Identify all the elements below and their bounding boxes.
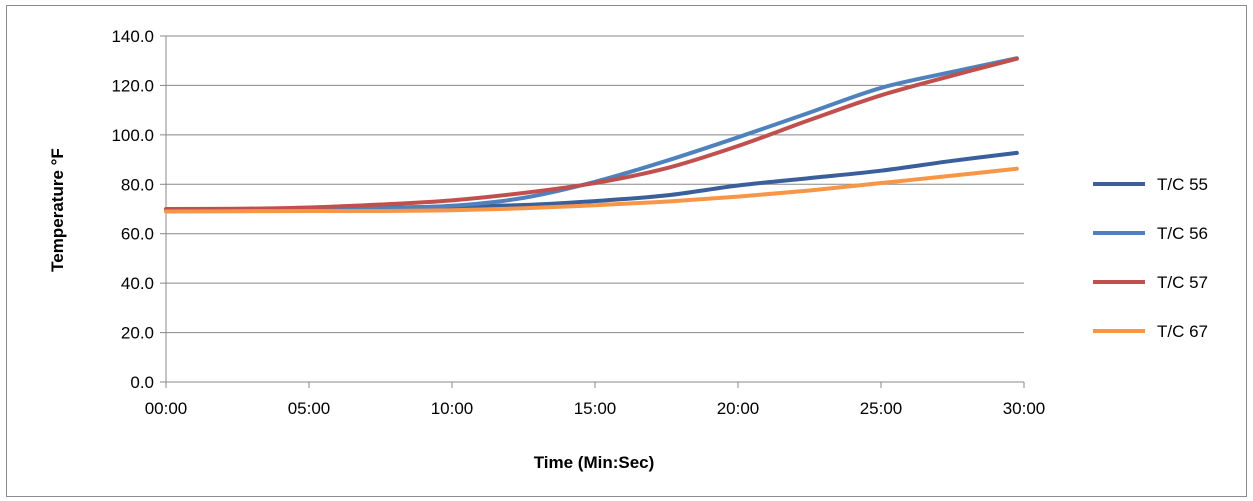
x-tick-label: 15:00: [574, 399, 617, 418]
x-tick-label: 00:00: [145, 399, 188, 418]
x-tick-label: 20:00: [717, 399, 760, 418]
chart-frame: [6, 5, 1247, 497]
legend-item-t-c-55: T/C 55: [1093, 175, 1208, 194]
legend-item-t-c-56: T/C 56: [1093, 224, 1208, 243]
x-tick-label: 10:00: [431, 399, 474, 418]
x-tick-label: 30:00: [1003, 399, 1046, 418]
series-line-t-c-57: [164, 56, 1019, 211]
x-tick-label: 25:00: [860, 399, 903, 418]
y-tick-label: 40.0: [121, 274, 154, 293]
y-tick-label: 140.0: [111, 27, 154, 46]
legend: T/C 55 T/C 56 T/C 57 T/C 67: [1093, 175, 1208, 341]
legend-label: T/C 56: [1157, 224, 1208, 243]
tick-labels: 0.0 20.0 40.0 60.0 80.0 100.0 120.0 140.0 00:00 0…: [111, 27, 1045, 418]
y-tick-label: 80.0: [121, 175, 154, 194]
x-axis-title: Time (Min:Sec): [534, 453, 655, 472]
legend-item-t-c-67: T/C 67: [1093, 322, 1208, 341]
y-tick-label: 20.0: [121, 324, 154, 343]
y-tick-label: 100.0: [111, 126, 154, 145]
legend-label: T/C 55: [1157, 175, 1208, 194]
grid-lines: [166, 35, 1024, 334]
legend-label: T/C 57: [1157, 273, 1208, 292]
x-tick-label: 05:00: [288, 399, 331, 418]
y-tick-label: 60.0: [121, 225, 154, 244]
y-tick-label: 0.0: [130, 373, 154, 392]
series-line-t-c-67: [164, 166, 1019, 214]
legend-item-t-c-57: T/C 57: [1093, 273, 1208, 292]
y-tick-label: 120.0: [111, 76, 154, 95]
series-line-t-c-56: [164, 56, 1019, 213]
series-lines: [164, 56, 1019, 214]
y-axis-title: Temperature °F: [48, 148, 67, 272]
legend-label: T/C 67: [1157, 322, 1208, 341]
